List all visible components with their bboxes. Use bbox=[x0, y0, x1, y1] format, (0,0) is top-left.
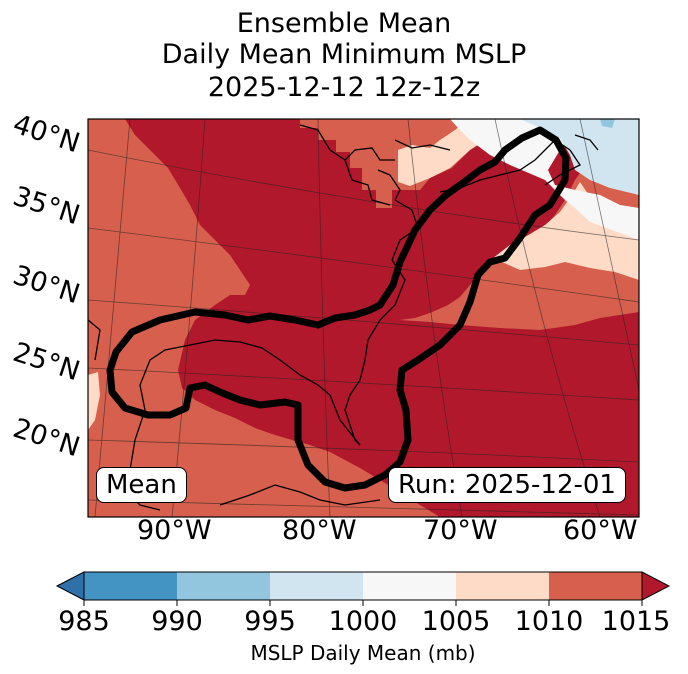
map-frame bbox=[87, 118, 640, 518]
field-1005-1010-left bbox=[88, 372, 100, 430]
run-date-box: Run: 2025-12-01 bbox=[388, 467, 626, 503]
colorbar-label: MSLP Daily Mean (mb) bbox=[250, 641, 476, 665]
colorbar-bin-985-990 bbox=[84, 572, 177, 600]
lon-label-90w: 90°W bbox=[137, 515, 212, 546]
graticule bbox=[88, 119, 639, 517]
colorbar-tick-1000: 1000 bbox=[328, 606, 398, 637]
colorbar-tick-1005: 1005 bbox=[421, 606, 491, 637]
colorbar-arrow-high bbox=[641, 571, 671, 601]
lon-label-60w: 60°W bbox=[563, 515, 638, 546]
title-line-3: 2025-12-12 12z-12z bbox=[207, 72, 481, 103]
field-1000-1005 bbox=[450, 119, 639, 240]
field-1010-left bbox=[88, 119, 128, 205]
colorbar-arrow-low bbox=[55, 571, 85, 601]
colorbar-bin-1000-1005 bbox=[363, 572, 456, 600]
title-line-2: Daily Mean Minimum MSLP bbox=[161, 39, 527, 70]
colorbar-bin-990-995 bbox=[177, 572, 270, 600]
colorbar-tick-985: 985 bbox=[58, 606, 110, 637]
field-990-995 bbox=[600, 119, 615, 128]
mean-contour bbox=[106, 126, 570, 492]
colorbar-bin-1010-1015 bbox=[549, 572, 642, 600]
title-line-1: Ensemble Mean bbox=[236, 8, 452, 39]
colorbar-tick-995: 995 bbox=[244, 606, 296, 637]
lon-label-80w: 80°W bbox=[282, 515, 357, 546]
field-995-1000 bbox=[520, 119, 639, 195]
field-1005-1010-right bbox=[493, 182, 639, 280]
colorbar-tick-1010: 1010 bbox=[514, 606, 584, 637]
colorbar-bin-995-1000 bbox=[270, 572, 363, 600]
colorbar-bin-1005-1010 bbox=[456, 572, 549, 600]
colorbar-tick-1015: 1015 bbox=[601, 606, 671, 637]
colorbar-tick-990: 990 bbox=[151, 606, 203, 637]
mean-label-box: Mean bbox=[96, 467, 187, 503]
lon-label-70w: 70°W bbox=[423, 515, 498, 546]
